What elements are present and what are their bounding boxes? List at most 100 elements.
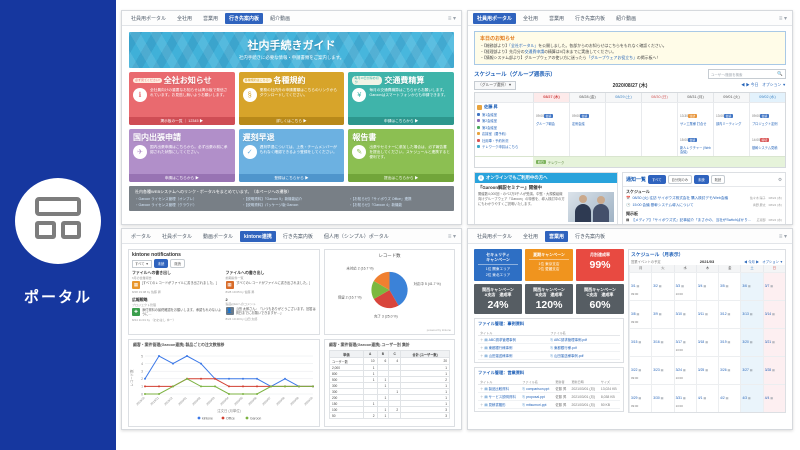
tab-sales-3[interactable]: 行き先案内板	[575, 233, 606, 240]
month-day-cell[interactable]: 3/2 ▦	[651, 272, 674, 300]
month-nav[interactable]: ◀ 今月 ▶	[744, 260, 763, 264]
guide-footer-link[interactable]: ・【お知らせ】『サイボウズ Office』連携	[349, 197, 412, 201]
facility-link[interactable]: 応接室（要予約）	[477, 131, 531, 136]
month-day-number[interactable]: 3/31	[675, 396, 683, 400]
month-day-cell[interactable]: 3/28 ▦	[762, 356, 785, 384]
month-day-number[interactable]: 3/23	[653, 368, 661, 372]
tab-kintone-1[interactable]: 社員ポータル	[162, 233, 193, 240]
month-day-number[interactable]: 3/14	[764, 312, 773, 316]
notification-item[interactable]: 🕒 15:00 会議 基幹システム導入について 青野 慶太 08/24 (木)	[623, 202, 785, 209]
schedule-event[interactable]: 09:00 会議 プロジェクト定例	[752, 104, 783, 126]
schedule-event[interactable]: 09:00 会議 定例会議	[572, 104, 603, 126]
file-row[interactable]: ＋▤サービス説明資料 ⎘proposal.ppt 佐藤 昇 2021/03/01 (月…	[478, 392, 620, 402]
schedule-event[interactable]: 14:00 締切 基幹システム見積	[752, 128, 783, 150]
file-row[interactable]: ＋▤見積書雛形 ⎘mitsumori.ppt 佐藤 昇 2021/03/01 (月) 5…	[478, 400, 620, 410]
filter-既読[interactable]: 既読	[710, 175, 726, 185]
notice-link[interactable]: 交通費申請	[524, 49, 545, 55]
month-day-number[interactable]: 3/17	[675, 340, 683, 344]
month-day-cell[interactable]: 3/9 ▦	[651, 300, 674, 328]
file-cell[interactable]: ⎘proposal.ppt	[520, 392, 554, 402]
tab-guide-0[interactable]: 社員用ポータル	[131, 15, 167, 22]
tab-guide-3[interactable]: 行き先案内板	[225, 12, 264, 24]
file-cell[interactable]: ⎘ABC請求管理事例.pdf	[548, 335, 620, 345]
month-day-cell[interactable]: 3/15 ▦	[629, 328, 652, 356]
kpi-tile-1[interactable]: セキュリティ キャンペーン 1位 関東エリア 2位 東北エリア	[474, 249, 522, 281]
month-day-number[interactable]: 3/16	[653, 340, 661, 344]
notification-item[interactable]: 📅 08/30 (火) 往訪 サイボウズ株式会社 購入検討デモ/Web会議 佐々木 …	[623, 195, 785, 202]
kintone-notification[interactable]: 2 製品Q&Aへのコメント 👤 山田 太郎さん：「いつもありがとうございます。回答は明…	[225, 297, 317, 322]
expand-icon[interactable]: ＋	[480, 338, 484, 343]
schedule-event[interactable]: 09:00 会議 グループ朝会	[536, 104, 567, 126]
month-day-cell[interactable]: 3/18 ▦	[695, 328, 719, 356]
file-section-title[interactable]: ファイル管理：事例資料	[478, 321, 525, 327]
month-day-number[interactable]: 3/12	[720, 312, 728, 316]
month-day-cell[interactable]: 4/2 ▦	[718, 384, 741, 412]
tab-employee-0[interactable]: 社員用ポータル	[473, 12, 517, 24]
month-day-number[interactable]: 3/3	[675, 284, 682, 288]
month-day-cell[interactable]: 3/25 ▦	[695, 356, 719, 384]
panel-menu-icon[interactable]: ≡ ▾	[778, 233, 787, 240]
file-cell[interactable]: ＋▤見積書雛形	[478, 400, 521, 410]
month-day-cell[interactable]: 4/4 ▦	[762, 384, 785, 412]
month-day-cell[interactable]: 3/11 ▦	[695, 300, 719, 328]
month-day-number[interactable]: 3/25	[697, 368, 706, 372]
month-day-cell[interactable]: 3/10 ▦	[673, 300, 696, 328]
month-day-number[interactable]: 4/1	[697, 396, 704, 400]
tab-sales-1[interactable]: 全社用	[523, 233, 539, 240]
event-title[interactable]: 基幹システム見積	[752, 145, 778, 150]
kintone-notification[interactable]: 広報戦略 プロジェクト管理 ✚ 添付資料の最終確認をお願いします。承認もれのないように…	[132, 297, 223, 322]
file-row[interactable]: ＋▤東都銀行様事例 ⎘東都銀行様.pdf	[478, 343, 620, 353]
schedule-search-input[interactable]: ユーザー/施設を検索 🔍	[708, 69, 786, 80]
tile-footer-link[interactable]: 提出はこちらから ▶	[348, 174, 454, 182]
guide-footer-link[interactable]: ・【お知らせ】『Garoon 4』新機能	[349, 202, 403, 207]
month-day-number[interactable]: 4/4	[764, 396, 771, 400]
event-title[interactable]: 部内ミーティング	[716, 122, 742, 127]
guide-tile-5[interactable]: 遅刻早退 ✓ 遅刻早退については、上長・チームメンバーがもれなく確認できるよう登録を…	[238, 129, 345, 182]
month-day-number[interactable]: 3/8	[631, 312, 637, 316]
notification-item-link[interactable]: 【メディア】『サイボウズ式』記事紹介「まさかの、当社がSwitchばかりだった件…	[631, 218, 755, 223]
file-row[interactable]: ＋▤ABC請求管理事例 ⎘ABC請求管理事例.pdf	[478, 335, 620, 345]
month-day-number[interactable]: 3/29	[631, 396, 639, 400]
schedule-section-title[interactable]: スケジュール（グループ週表示）	[474, 72, 556, 79]
kintone-filter-select[interactable]: すべて ▼	[132, 259, 152, 268]
month-day-number[interactable]: 3/26	[720, 368, 728, 372]
notification-item-link[interactable]: 15:00 会議 基幹システム導入について	[632, 203, 694, 208]
month-day-cell[interactable]: 3/3 ▦13:00セミナー新製品説明会	[673, 272, 696, 300]
file-cell[interactable]: ⎘mitsumori.ppt	[520, 400, 554, 410]
schedule-event[interactable]: 15:00 会議 新人レクチャー (Web会議)	[680, 128, 711, 154]
schedule-event[interactable]: 13:30 往訪 サン工業様 打合せ	[680, 104, 711, 126]
guide-footer-link[interactable]: ・【説明資料】パッケージ版 Garoon	[242, 202, 299, 207]
month-day-number[interactable]: 3/24	[675, 368, 683, 372]
notice-link[interactable]: 「全社ポータル」	[509, 43, 539, 48]
month-day-number[interactable]: 3/20	[742, 340, 750, 344]
guide-tile-1[interactable]: 必ず見てください! 全社お知らせ ℹ 全社員向けの重要なお知らせは掲示板で発信されてい…	[129, 72, 235, 125]
month-day-number[interactable]: 3/11	[697, 312, 705, 316]
month-day-cell[interactable]: 3/6 ▦	[740, 272, 763, 300]
month-day-cell[interactable]: 3/24 ▦13:00セミナー新製品説明会	[673, 356, 696, 384]
facility-link[interactable]: テレワーク申請はこちら	[477, 144, 531, 149]
file-cell[interactable]: ＋▤山田運送様事例	[478, 351, 549, 361]
file-cell[interactable]: ＋▤ABC請求管理事例	[478, 335, 549, 345]
tab-guide-2[interactable]: 営業用	[203, 15, 219, 22]
month-day-number[interactable]: 3/28	[764, 368, 773, 372]
month-day-cell[interactable]: 3/5 ▦	[718, 272, 741, 300]
month-day-number[interactable]: 3/15	[631, 340, 639, 344]
tab-employee-3[interactable]: 行き先案内板	[575, 15, 606, 22]
month-day-number[interactable]: 3/19	[720, 340, 728, 344]
file-cell[interactable]: ⎘東都銀行様.pdf	[548, 343, 620, 353]
month-day-cell[interactable]: 3/1 ▦09:00オンライン営業強化セミナー	[629, 272, 652, 300]
month-day-cell[interactable]: 3/4 ▦	[695, 272, 719, 300]
panel-menu-icon[interactable]: ≡ ▾	[447, 233, 456, 240]
today-button[interactable]: 今日	[750, 83, 763, 88]
month-day-number[interactable]: 3/27	[742, 368, 750, 372]
month-day-number[interactable]: 4/2	[720, 396, 726, 400]
panel-menu-icon[interactable]: ≡ ▾	[778, 15, 787, 22]
month-options-button[interactable]: オプション ▼	[762, 260, 783, 264]
guide-tile-3[interactable]: 毎月10日が締め切り! 交通費精算 ¥ 毎月の交通費精算はこちらからお願いします。Ga…	[348, 72, 454, 125]
group-select[interactable]: （グループ選択）▼	[474, 81, 516, 91]
month-day-cell[interactable]: 3/7 ▦	[762, 272, 785, 300]
tile-footer-link[interactable]: 申請はこちらから ▶	[129, 174, 235, 182]
month-day-number[interactable]: 3/9	[653, 312, 659, 316]
file-cell[interactable]: ＋▤製品比較資料	[478, 384, 521, 394]
kpi-tile-3[interactable]: 月別達成率 99%	[576, 249, 624, 281]
